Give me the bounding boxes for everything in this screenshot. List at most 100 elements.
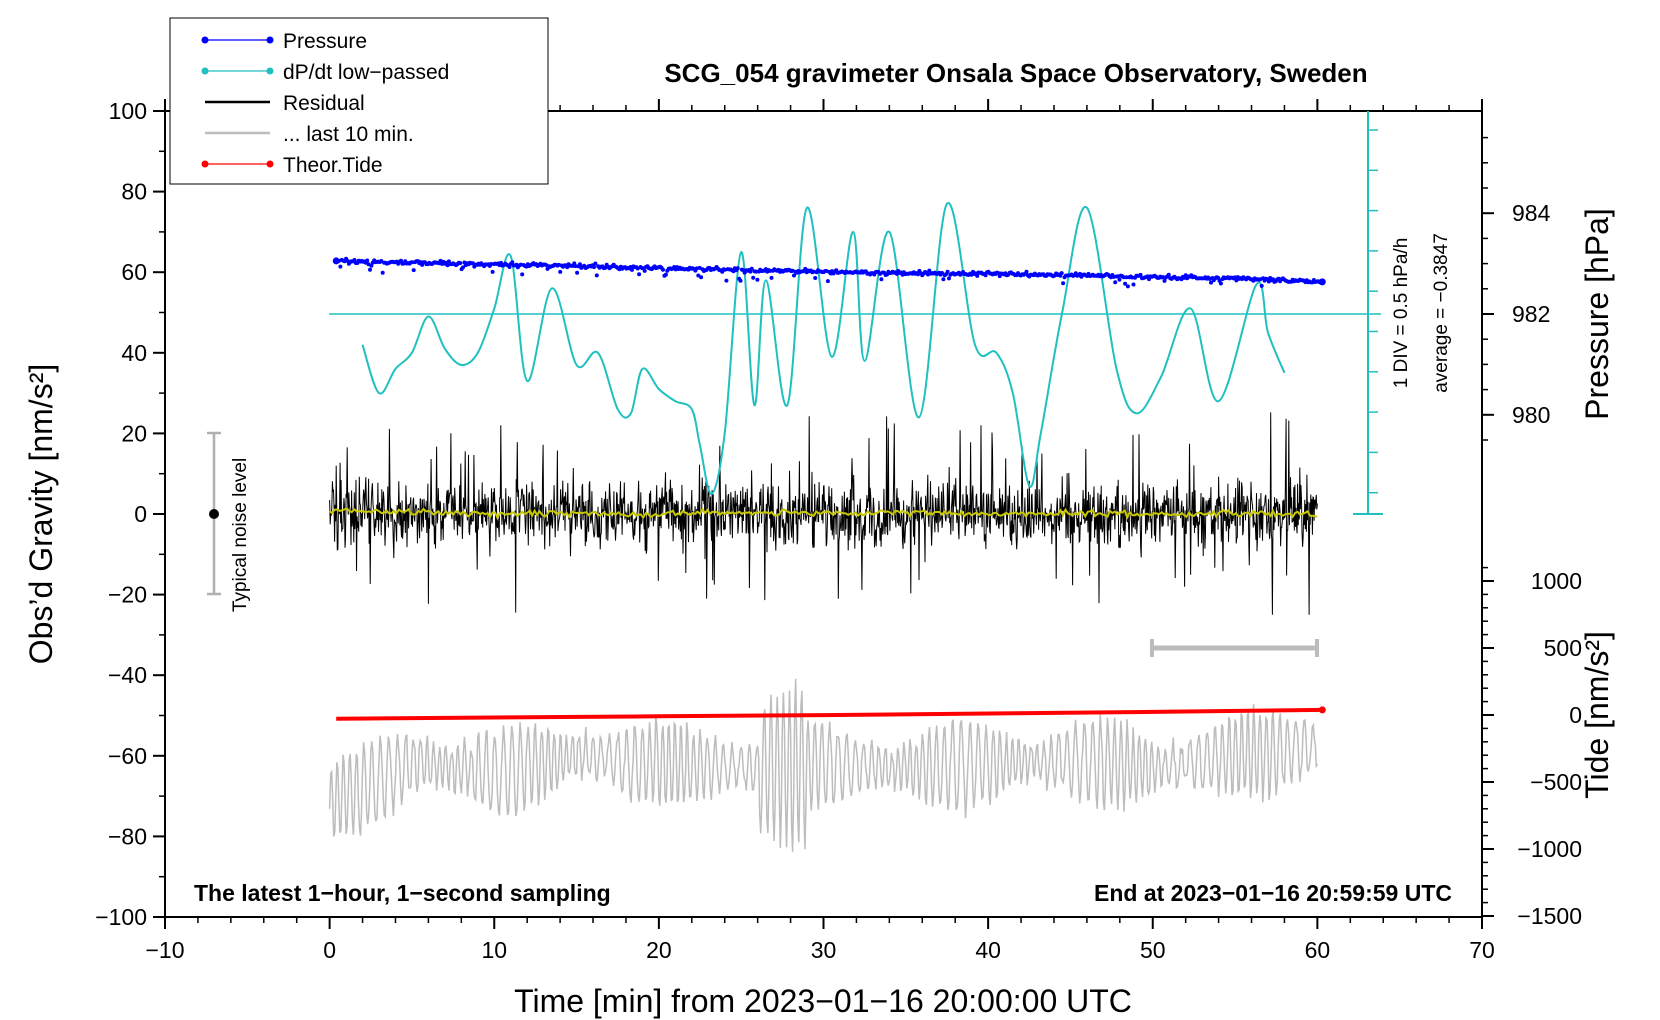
y-tick-label: 20 (121, 420, 147, 446)
y-tick-label: −20 (108, 582, 147, 608)
pressure-point (1259, 283, 1264, 288)
legend-marker (266, 67, 274, 75)
pressure-point (368, 267, 372, 272)
x-tick-label: 0 (323, 937, 336, 963)
pressure-point (637, 272, 642, 277)
tide-tick-label: −1500 (1517, 903, 1582, 929)
pressure-point (577, 262, 582, 267)
x-tick-label: −10 (145, 937, 184, 963)
residual-smoothed-series (329, 507, 1318, 521)
tide-tick-label: 1000 (1531, 568, 1582, 594)
pressure-point (365, 258, 370, 263)
pressure-point (947, 276, 951, 281)
tide-end-point (1318, 706, 1326, 714)
pressure-point (792, 273, 796, 278)
y-tick-label: −40 (108, 662, 147, 688)
pressure-point (399, 258, 403, 263)
pressure-point (575, 270, 580, 275)
pressure-point (1130, 275, 1135, 280)
pressure-point (507, 265, 512, 269)
y-tick-label: 80 (121, 179, 147, 205)
tide-tick-label: −1000 (1517, 836, 1582, 862)
y-tick-label: 100 (109, 98, 147, 124)
pressure-point (735, 266, 740, 271)
dpdt-line (361, 202, 1286, 495)
pressure-point (1117, 277, 1122, 282)
pressure-point (751, 275, 756, 280)
chart-title: SCG_054 gravimeter Onsala Space Observat… (664, 58, 1367, 88)
pressure-point (879, 277, 884, 282)
pressure-start-point (332, 257, 340, 265)
residual-smoothed-line (329, 507, 1318, 521)
pressure-point (458, 261, 463, 266)
pressure-point (642, 268, 647, 273)
legend-label: dP/dt low−passed (283, 61, 449, 84)
pressure-point (1209, 280, 1213, 285)
pressure-point (369, 263, 374, 268)
pressure-tick-label: 984 (1512, 200, 1551, 226)
x-axis: −10 0 10 20 30 40 50 60 70 (145, 99, 1495, 963)
pressure-tick-label: 980 (1512, 402, 1550, 428)
pressure-point (380, 270, 385, 275)
y-tick-label: −80 (108, 823, 147, 849)
legend-label: Pressure (283, 30, 367, 53)
x-tick-label: 50 (1140, 937, 1166, 963)
dpdt-series (361, 202, 1286, 495)
pressure-point (411, 268, 416, 273)
pressure-point (1024, 269, 1029, 274)
pressure-point (1061, 281, 1066, 286)
pressure-point (699, 275, 704, 280)
noise-level-label: Typical noise level (230, 458, 251, 612)
pressure-point (352, 258, 357, 262)
legend-label: ... last 10 min. (283, 123, 414, 146)
pressure-end-point (1318, 278, 1326, 286)
pressure-point (1138, 272, 1143, 277)
pressure-point (975, 273, 980, 278)
x-tick-label: 30 (811, 937, 837, 963)
residual-line (329, 412, 1318, 615)
x-tick-label: 10 (481, 937, 507, 963)
pressure-point (490, 269, 495, 274)
pressure-axis-label: Pressure [hPa] (1579, 208, 1615, 420)
legend-marker (201, 36, 209, 44)
pressure-point (1162, 278, 1167, 283)
pressure-point (592, 265, 596, 270)
pressure-point (630, 267, 634, 272)
x-tick-label: 60 (1305, 937, 1331, 963)
last-10-min-line (328, 678, 1319, 852)
last-10-min-bar (1150, 639, 1319, 657)
pressure-tick-label: 982 (1512, 301, 1550, 327)
legend-marker (266, 160, 274, 168)
y-tick-label: −60 (108, 743, 147, 769)
y-tick-label: 40 (121, 340, 147, 366)
x-tick-label: 20 (646, 937, 672, 963)
pressure-point (338, 264, 343, 269)
y-axis-left: 100 80 60 40 20 0 −20 −40 −60 −80 −100 (95, 98, 165, 930)
pressure-point (1059, 271, 1064, 276)
pressure-point (593, 261, 598, 266)
pressure-point (1218, 281, 1223, 286)
last-10-min-series (328, 678, 1319, 852)
tide-tick-label: −500 (1530, 769, 1582, 795)
average-label: average = −0.3847 (1431, 233, 1452, 393)
legend-label: Theor.Tide (283, 154, 383, 177)
pressure-point (520, 272, 525, 277)
x-tick-label: 70 (1469, 937, 1495, 963)
pressure-point (769, 275, 774, 280)
legend-label: Residual (283, 92, 365, 115)
y-tick-label: 60 (121, 259, 147, 285)
tide-line (336, 707, 1323, 721)
pressure-point (940, 271, 944, 275)
x-tick-label: 40 (975, 937, 1001, 963)
pressure-point (927, 268, 932, 273)
tide-tick-label: 0 (1569, 702, 1582, 728)
tide-axis: 1000 500 0 −500 −1000 −1500 (1482, 566, 1582, 929)
left-note: The latest 1−hour, 1−second sampling (194, 880, 611, 906)
right-note: End at 2023−01−16 20:59:59 UTC (1094, 880, 1452, 906)
y-tick-label: −100 (95, 904, 147, 930)
pressure-point (461, 265, 465, 270)
pressure-point (724, 278, 729, 283)
legend-marker (201, 160, 209, 168)
tide-series (336, 706, 1326, 721)
